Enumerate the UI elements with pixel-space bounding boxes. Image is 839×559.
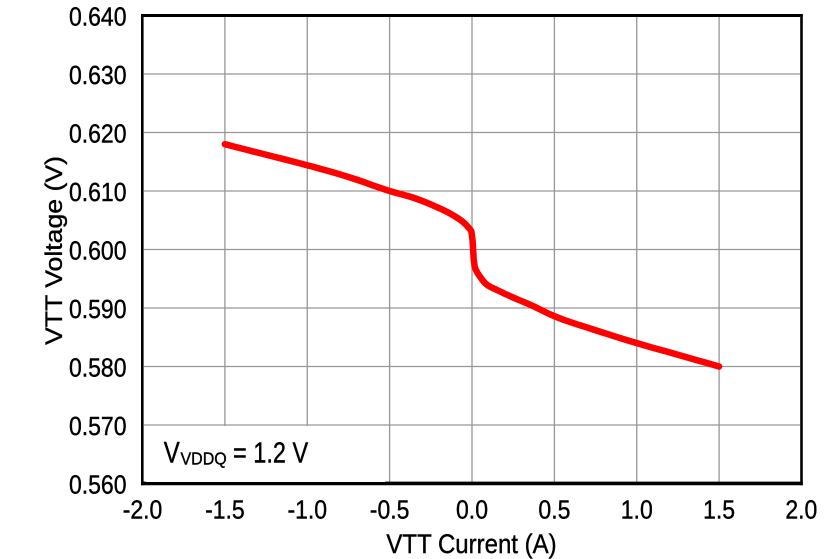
svg-text:1.5: 1.5 xyxy=(703,496,735,524)
svg-text:0.640: 0.640 xyxy=(69,3,127,31)
svg-text:0.630: 0.630 xyxy=(69,62,127,90)
svg-text:0.560: 0.560 xyxy=(69,471,127,499)
svg-text:2.0: 2.0 xyxy=(785,496,817,524)
svg-text:0.0: 0.0 xyxy=(456,496,488,524)
svg-text:0.610: 0.610 xyxy=(69,179,127,207)
svg-text:-0.5: -0.5 xyxy=(370,496,410,524)
svg-text:VTT Voltage (V): VTT Voltage (V) xyxy=(41,156,68,345)
svg-text:0.620: 0.620 xyxy=(69,120,127,148)
svg-text:0.570: 0.570 xyxy=(69,413,127,441)
svg-text:VTT Current (A): VTT Current (A) xyxy=(386,530,556,559)
svg-text:1.0: 1.0 xyxy=(621,496,653,524)
svg-text:VDDQ: VDDQ xyxy=(181,449,227,469)
svg-text:V: V xyxy=(164,436,180,469)
svg-text:= 1.2 V: = 1.2 V xyxy=(233,436,308,469)
svg-text:-1.0: -1.0 xyxy=(287,496,327,524)
svg-text:-2.0: -2.0 xyxy=(123,496,163,524)
svg-text:0.5: 0.5 xyxy=(538,496,570,524)
svg-text:-1.5: -1.5 xyxy=(205,496,245,524)
svg-text:0.580: 0.580 xyxy=(69,354,127,382)
svg-text:0.600: 0.600 xyxy=(69,237,127,265)
svg-text:0.590: 0.590 xyxy=(69,296,127,324)
